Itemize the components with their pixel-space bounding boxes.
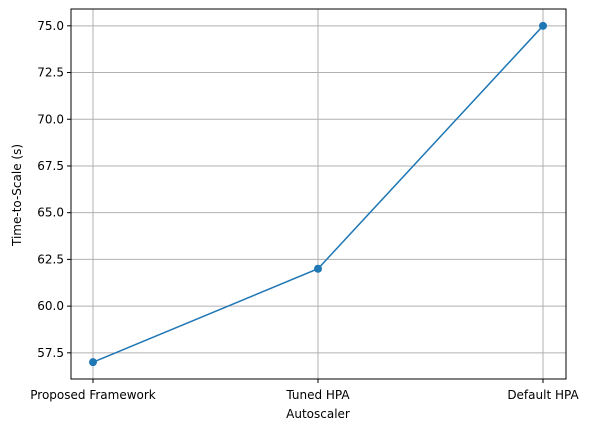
y-tick-label: 70.0	[37, 112, 64, 126]
x-tick-label: Proposed Framework	[30, 388, 156, 402]
y-tick-label: 57.5	[37, 346, 64, 360]
data-point	[89, 358, 97, 367]
data-point	[314, 264, 322, 273]
y-tick-label: 62.5	[37, 252, 64, 266]
y-tick-label: 65.0	[37, 206, 64, 220]
x-tick-label: Tuned HPA	[285, 388, 350, 402]
plot-frame	[70, 8, 567, 380]
y-tick-label: 72.5	[37, 66, 64, 80]
grid-layer	[71, 9, 566, 379]
data-point	[539, 21, 547, 30]
y-tick-label: 75.0	[37, 19, 64, 33]
series-layer	[89, 21, 547, 367]
y-tick-label: 67.5	[37, 159, 64, 173]
y-tick-label: 60.0	[37, 299, 64, 313]
axes-layer: 57.5 60.0 62.5 65.0 67.5 70.0 72.5 75.0 Proposed…	[30, 8, 579, 402]
x-tick-label: Default HPA	[507, 388, 579, 402]
y-axis-label: Time-to-Scale (s)	[10, 144, 24, 247]
x-axis-label: Autoscaler	[286, 407, 350, 421]
